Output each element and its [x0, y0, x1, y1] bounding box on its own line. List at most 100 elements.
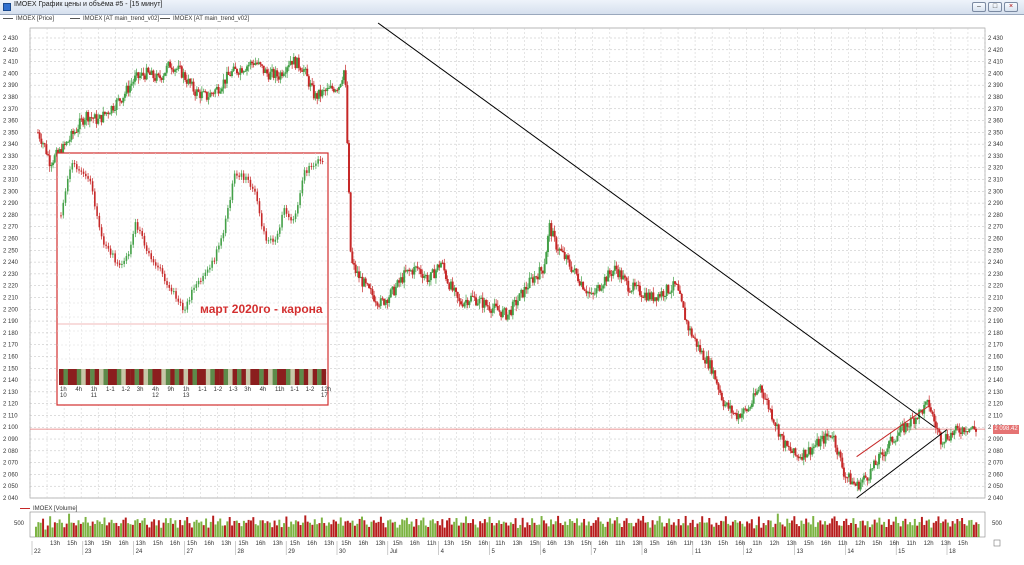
- candle-body: [958, 428, 961, 433]
- candle-body: [496, 305, 499, 311]
- time-tick-label: 13h: [50, 541, 60, 547]
- y-tick-label-right: 2 220: [988, 284, 1004, 290]
- volume-bar: [306, 521, 309, 537]
- volume-bar: [325, 525, 328, 537]
- volume-bar: [684, 515, 687, 537]
- candle-body: [431, 269, 434, 273]
- volume-bar: [958, 521, 961, 537]
- volume-bar: [646, 522, 649, 537]
- candle-body: [630, 290, 633, 293]
- date-tick-label: 30: [339, 549, 346, 555]
- y-tick-label-left: 2 430: [3, 36, 19, 42]
- volume-bar: [129, 524, 132, 537]
- y-tick-label-left: 2 060: [3, 472, 19, 478]
- volume-legend: IMOEX [Volume]: [0, 505, 1024, 514]
- candle-body: [867, 479, 870, 481]
- time-tick-label: 15h: [718, 541, 728, 547]
- candle-body: [528, 277, 531, 289]
- candle-body: [215, 86, 218, 90]
- maximize-button[interactable]: □: [988, 2, 1002, 12]
- inset-candle-body: [141, 231, 144, 236]
- inset-candle-body: [100, 227, 103, 237]
- date-tick-label: 23: [85, 549, 92, 555]
- candle-body: [490, 310, 493, 313]
- inset-heat-cell: [268, 369, 273, 385]
- volume-bar: [275, 525, 278, 537]
- volume-bar: [160, 527, 163, 537]
- time-tick-label: 15h: [67, 541, 77, 547]
- candle-body: [573, 268, 576, 271]
- volume-bar: [542, 520, 545, 537]
- volume-bar: [89, 525, 92, 537]
- inset-candle-body: [73, 163, 76, 165]
- y-tick-label-left: 2 180: [3, 331, 19, 337]
- close-button[interactable]: ×: [1004, 2, 1018, 12]
- candle-body: [466, 299, 469, 306]
- candle-body: [888, 441, 891, 449]
- title-bar[interactable]: IMOEX График цены и объёма #5 - [15 мину…: [0, 0, 1024, 15]
- time-tick-label: 15h: [101, 541, 111, 547]
- candle-body: [916, 417, 919, 419]
- y-tick-label-left: 2 130: [3, 390, 19, 396]
- annotation-text: март 2020го - карона: [200, 302, 323, 316]
- volume-bar: [540, 516, 543, 537]
- inset-candle-body: [78, 169, 80, 171]
- inset-heat-cell: [285, 369, 291, 385]
- candle-body: [58, 149, 61, 154]
- candle-body: [585, 290, 588, 294]
- candle-body: [633, 282, 636, 287]
- candle-body: [299, 67, 302, 71]
- candle-body: [428, 280, 431, 283]
- minimize-button[interactable]: –: [972, 2, 986, 12]
- candle-body: [137, 72, 140, 79]
- volume-bar: [394, 521, 397, 537]
- candle-body: [82, 118, 85, 125]
- inset-heat-cell: [245, 369, 251, 385]
- volume-bar: [594, 520, 597, 537]
- volume-bar: [431, 519, 434, 537]
- candle-body: [971, 426, 974, 429]
- volume-bar: [221, 525, 224, 537]
- candle-body: [170, 67, 173, 70]
- volume-bar: [226, 521, 229, 537]
- y-tick-label-right: 2 420: [988, 48, 1004, 54]
- volume-bar: [937, 516, 940, 537]
- inset-candle-body: [249, 179, 252, 187]
- inset-candle-body: [211, 260, 213, 268]
- candle-body: [555, 237, 558, 250]
- inset-candle-body: [80, 170, 83, 172]
- candle-body: [110, 105, 113, 114]
- candle-body: [809, 447, 812, 455]
- volume-bar: [235, 520, 238, 537]
- volume-bar: [188, 523, 191, 537]
- candle-body: [103, 111, 106, 115]
- candle-body: [518, 293, 521, 301]
- candle-body: [837, 451, 840, 455]
- volume-bar: [828, 523, 831, 537]
- candle-body: [324, 90, 327, 92]
- candle-body: [93, 114, 96, 119]
- volume-bar: [301, 522, 304, 537]
- y-tick-label-left: 2 040: [3, 496, 19, 502]
- volume-bar: [434, 523, 437, 537]
- volume-bar: [760, 527, 763, 537]
- candle-body: [102, 111, 105, 123]
- candle-body: [928, 399, 931, 408]
- inset-heat-cell: [85, 369, 91, 385]
- volume-bar: [339, 517, 342, 537]
- candle-body: [625, 277, 628, 281]
- candle-body: [373, 295, 376, 302]
- candle-body: [321, 90, 324, 97]
- volume-bar: [651, 520, 654, 537]
- candle-body: [919, 409, 922, 411]
- volume-bar: [332, 519, 335, 537]
- time-tick-label: 16h: [478, 541, 488, 547]
- inset-heat-cell: [254, 369, 260, 385]
- candle-body: [391, 286, 394, 290]
- y-tick-label-left: 2 110: [3, 413, 18, 419]
- legend-item-volume: IMOEX [Volume]: [20, 506, 77, 512]
- candle-body: [841, 457, 844, 468]
- volume-bar: [112, 523, 115, 537]
- candle-body: [817, 438, 820, 447]
